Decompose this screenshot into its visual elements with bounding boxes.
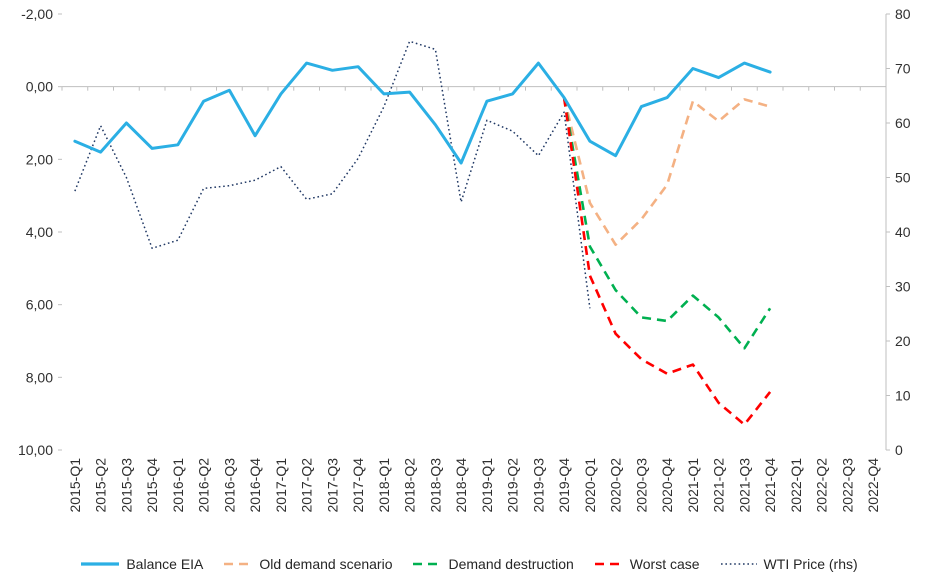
x-axis-label: 2020-Q3 xyxy=(633,458,649,513)
x-axis-label: 2020-Q2 xyxy=(608,458,624,513)
legend-item-wti-price-rhs: WTI Price (rhs) xyxy=(720,556,858,572)
x-axis-label: 2018-Q3 xyxy=(427,458,443,513)
legend-label: Balance EIA xyxy=(126,555,204,572)
right-axis-label: 0 xyxy=(895,442,903,458)
x-axis-label: 2021-Q4 xyxy=(762,458,778,513)
x-axis-label: 2015-Q2 xyxy=(93,458,109,513)
x-axis-label: 2019-Q2 xyxy=(505,458,521,513)
x-axis-label: 2015-Q3 xyxy=(118,458,134,513)
legend-label: WTI Price (rhs) xyxy=(763,555,858,572)
x-axis-label: 2018-Q2 xyxy=(402,458,418,513)
right-axis-label: 20 xyxy=(895,333,911,349)
legend-swatch-balance-eia xyxy=(81,561,120,566)
legend-item-demand-destruction: Demand destruction xyxy=(412,555,574,572)
series-line-worst-case xyxy=(562,97,772,426)
legend-item-worst-case: Worst case xyxy=(594,556,700,572)
x-axis-label: 2021-Q3 xyxy=(736,458,752,513)
legend-swatch-wti-price-rhs xyxy=(720,562,757,565)
x-axis-label: 2019-Q4 xyxy=(556,458,572,513)
x-axis-label: 2017-Q1 xyxy=(273,458,289,513)
x-axis-label: 2020-Q1 xyxy=(582,458,598,513)
legend-swatch-old-demand-scenario xyxy=(224,562,253,565)
x-axis-label: 2016-Q4 xyxy=(247,458,263,513)
legend-label: Old demand scenario xyxy=(259,555,393,572)
x-axis-label: 2016-Q2 xyxy=(196,458,212,513)
x-axis-label: 2021-Q2 xyxy=(711,458,727,513)
right-axis-label: 40 xyxy=(895,224,911,240)
series-line-wti-price-rhs xyxy=(74,40,591,309)
legend-swatch-worst-case xyxy=(594,562,623,565)
right-axis-label: 50 xyxy=(895,170,911,186)
left-axis-label: 6,00 xyxy=(26,297,53,313)
series-line-demand-destruction xyxy=(562,97,772,350)
x-axis-label: 2022-Q3 xyxy=(839,458,855,513)
x-axis-label: 2016-Q3 xyxy=(221,458,237,513)
legend-swatch-demand-destruction xyxy=(413,562,442,565)
x-axis-label: 2017-Q3 xyxy=(324,458,340,513)
chart-canvas: -2,00 0,00 2,00 4,00 6,00 8,00 10,00 80 70 60 50 40… xyxy=(18,6,911,513)
x-axis-label: 2022-Q2 xyxy=(814,458,830,513)
x-axis-label: 2021-Q1 xyxy=(685,458,701,513)
x-axis-label: 2016-Q1 xyxy=(170,458,186,513)
left-axis-label: 4,00 xyxy=(26,224,53,240)
series-line-old-demand-scenario xyxy=(562,97,771,246)
x-axis-label: 2019-Q1 xyxy=(479,458,495,513)
legend-item-balance-eia: Balance EIA xyxy=(80,556,203,572)
x-axis-label: 2018-Q1 xyxy=(376,458,392,513)
left-axis-label: 10,00 xyxy=(18,442,53,458)
left-axis-label: 0,00 xyxy=(26,79,53,95)
left-axis-label: -2,00 xyxy=(21,6,53,22)
x-axis-label: 2017-Q4 xyxy=(350,458,366,513)
x-axis-label: 2015-Q4 xyxy=(144,458,160,513)
x-axis-label: 2022-Q4 xyxy=(865,458,881,513)
right-axis-label: 30 xyxy=(895,279,911,295)
left-axis-label: 2,00 xyxy=(26,151,53,167)
chart-legend: Balance EIA Old demand scenario Demand des… xyxy=(0,545,938,577)
right-axis-label: 70 xyxy=(895,61,911,77)
legend-label: Demand destruction xyxy=(448,555,574,572)
legend-label: Worst case xyxy=(629,555,700,572)
right-axis-label: 80 xyxy=(895,6,911,22)
series-line-balance-eia xyxy=(73,61,772,165)
x-axis-label: 2017-Q2 xyxy=(299,458,315,513)
x-axis-label: 2020-Q4 xyxy=(659,458,675,513)
x-axis-label: 2018-Q4 xyxy=(453,458,469,513)
legend-item-old-demand-scenario: Old demand scenario xyxy=(223,556,392,572)
x-axis-label: 2019-Q3 xyxy=(530,458,546,513)
x-axis-label: 2015-Q1 xyxy=(67,458,83,513)
left-axis-label: 8,00 xyxy=(26,369,53,385)
x-axis-label: 2022-Q1 xyxy=(788,458,804,513)
right-axis-label: 10 xyxy=(895,388,911,404)
right-axis-label: 60 xyxy=(895,115,911,131)
